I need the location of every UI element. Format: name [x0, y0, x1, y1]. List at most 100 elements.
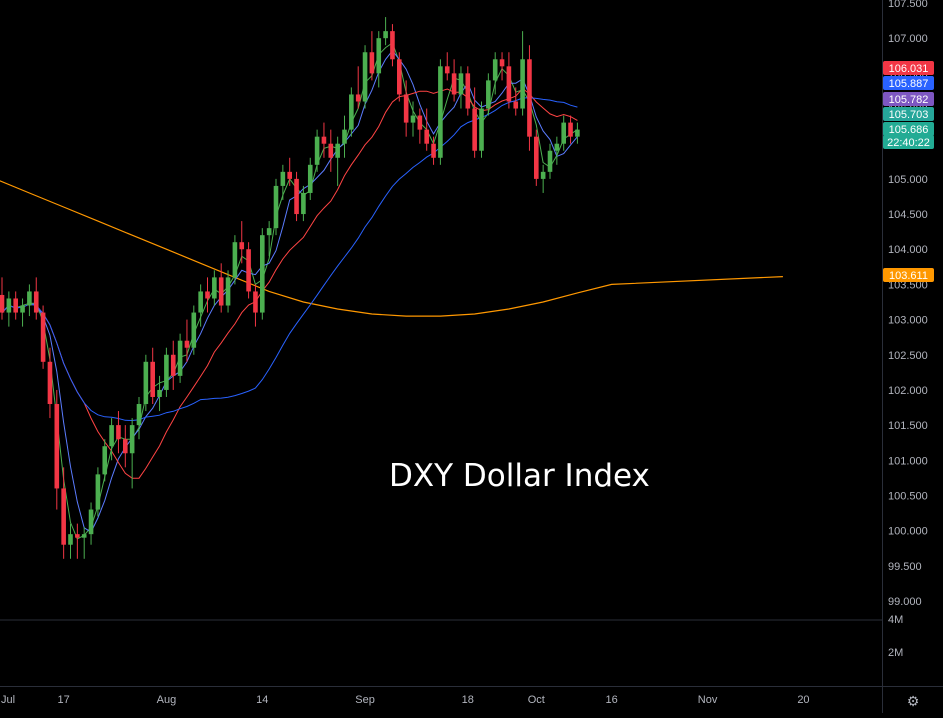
candle — [33, 277, 39, 320]
candle — [575, 122, 580, 144]
candle — [54, 389, 60, 510]
candle-body — [266, 228, 272, 236]
candle — [129, 418, 135, 489]
candle — [27, 284, 32, 317]
candle-body — [513, 101, 519, 109]
y-tick-label: 99.500 — [888, 561, 922, 573]
candle — [438, 59, 443, 165]
candle-body — [68, 534, 73, 545]
ma-line — [1, 87, 578, 479]
candle-body — [349, 94, 354, 130]
candle-body — [479, 108, 484, 151]
candle-body — [294, 178, 299, 215]
candle — [143, 354, 149, 412]
candle-body — [20, 305, 25, 313]
candle-body — [6, 298, 12, 313]
candle — [123, 425, 128, 468]
candle-body — [198, 291, 203, 313]
candle — [520, 31, 525, 116]
candle — [465, 66, 471, 116]
candle-body — [61, 488, 66, 545]
candle-body — [314, 136, 320, 165]
candle-body — [301, 192, 306, 215]
candle — [150, 347, 155, 405]
price-badge-label: 106.031 — [889, 63, 929, 75]
candle-body — [328, 143, 334, 158]
chart-annotation: DXY Dollar Index — [389, 458, 650, 494]
candle-body — [465, 73, 471, 109]
price-badge-bg — [883, 61, 934, 75]
candle-body — [499, 59, 505, 67]
price-badge: 105.686 — [883, 122, 934, 136]
candle — [369, 31, 375, 81]
candle — [397, 52, 402, 102]
candle-body — [390, 31, 395, 60]
candle — [81, 527, 87, 559]
candle — [198, 284, 203, 327]
candle — [225, 270, 231, 313]
candle — [431, 136, 436, 165]
candle-body — [232, 242, 238, 278]
candle — [534, 129, 539, 186]
x-tick-label: 20 — [797, 694, 809, 706]
price-badge: 106.031 — [883, 61, 934, 75]
candle — [403, 80, 409, 137]
candle-body — [0, 294, 5, 313]
candle-body — [575, 129, 580, 137]
candle — [116, 411, 121, 454]
candle — [260, 228, 265, 320]
candle — [177, 333, 183, 383]
candle-body — [307, 164, 313, 193]
candle — [13, 291, 18, 320]
candle — [88, 502, 94, 545]
candle-body — [444, 66, 450, 74]
candle — [321, 122, 327, 158]
price-badge: 22:40:22 — [883, 135, 934, 149]
candles — [0, 17, 580, 559]
y-tick-label: 102.500 — [888, 350, 928, 362]
ma-long-path — [0, 180, 783, 317]
candle-body — [218, 277, 224, 306]
candle — [102, 439, 108, 482]
candle — [0, 277, 5, 320]
gear-icon[interactable]: ⚙ — [906, 693, 920, 709]
price-badge-label: 105.782 — [889, 94, 929, 106]
candle — [294, 171, 299, 222]
candle-body — [568, 122, 573, 137]
candle-body — [355, 94, 361, 102]
candle — [540, 164, 546, 193]
candle-body — [540, 171, 546, 179]
candle — [205, 277, 210, 313]
candle — [20, 298, 25, 327]
y-tick-label: 103.000 — [888, 315, 928, 327]
candle — [75, 523, 80, 559]
price-badge-label: 105.686 — [889, 124, 929, 136]
candle-body — [260, 235, 265, 313]
candle-body — [287, 171, 292, 179]
candle — [410, 101, 416, 137]
candle — [273, 178, 279, 236]
y-tick-label: 107.000 — [888, 33, 928, 45]
price-badge-label: 103.611 — [889, 270, 928, 282]
candle — [527, 45, 532, 151]
candle — [191, 305, 197, 355]
candle-body — [438, 66, 443, 158]
candle-body — [410, 115, 416, 123]
candle — [47, 347, 53, 419]
candle — [342, 115, 347, 158]
candle-body — [547, 150, 553, 172]
candle-body — [472, 108, 477, 151]
candle-body — [129, 425, 135, 454]
price-badge: 105.782 — [883, 92, 934, 106]
candle-body — [424, 129, 429, 144]
price-badge-bg — [883, 107, 934, 121]
candle — [568, 115, 573, 144]
x-tick-label: Sep — [355, 694, 375, 706]
price-badge-bg — [883, 122, 934, 136]
price-badge-bg — [883, 135, 934, 149]
x-tick-label: 17 — [58, 694, 70, 706]
candle — [424, 108, 429, 151]
candle — [479, 101, 484, 158]
candle-body — [383, 31, 388, 39]
